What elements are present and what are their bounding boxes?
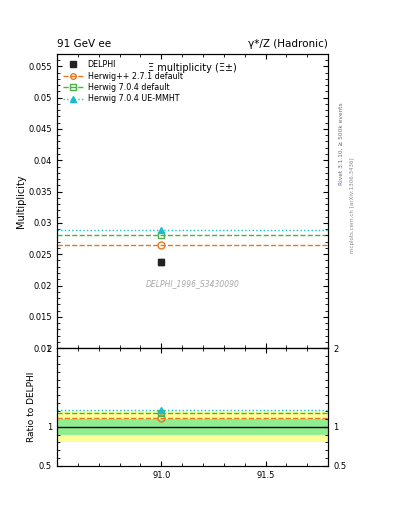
Text: Rivet 3.1.10, ≥ 500k events: Rivet 3.1.10, ≥ 500k events xyxy=(339,102,344,185)
Bar xyxy=(57,419,328,435)
Bar xyxy=(57,411,328,442)
Y-axis label: Ratio to DELPHI: Ratio to DELPHI xyxy=(27,372,36,442)
Legend: DELPHI, Herwig++ 2.7.1 default, Herwig 7.0.4 default, Herwig 7.0.4 UE-MMHT: DELPHI, Herwig++ 2.7.1 default, Herwig 7… xyxy=(61,58,185,106)
Text: 91 GeV ee: 91 GeV ee xyxy=(57,38,111,49)
Y-axis label: Multiplicity: Multiplicity xyxy=(16,174,26,228)
Text: γ*/Z (Hadronic): γ*/Z (Hadronic) xyxy=(248,38,328,49)
Text: DELPHI_1996_S3430090: DELPHI_1996_S3430090 xyxy=(146,279,239,288)
Text: mcplots.cern.ch [arXiv:1306.3436]: mcplots.cern.ch [arXiv:1306.3436] xyxy=(350,157,355,252)
Text: Ξ multiplicity (Ξ±): Ξ multiplicity (Ξ±) xyxy=(148,62,237,73)
